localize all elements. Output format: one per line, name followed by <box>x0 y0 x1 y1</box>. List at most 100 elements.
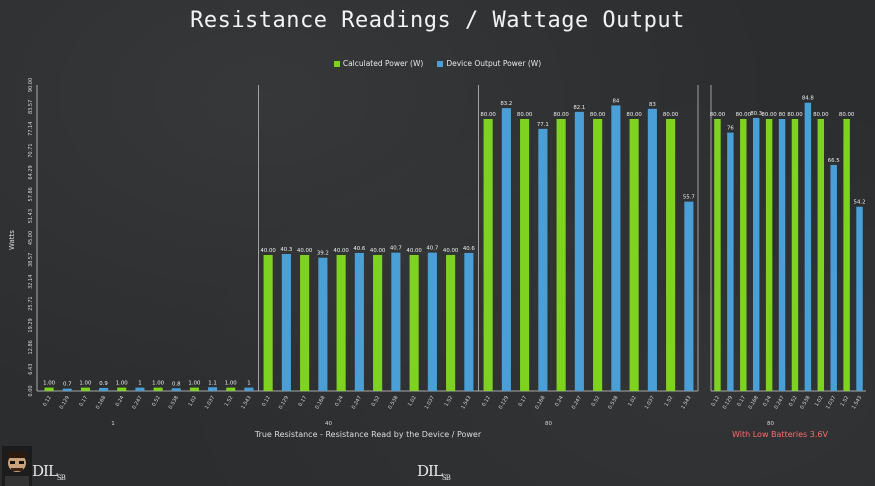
data-label: 40.00 <box>260 248 276 254</box>
x-tick-label: 0.168 <box>748 395 760 410</box>
x-tick-label: 0.247 <box>773 395 785 410</box>
bar-device <box>804 102 812 392</box>
data-label: 66.5 <box>828 158 840 164</box>
chart-title: Resistance Readings / Wattage Output <box>190 8 685 33</box>
y-axis-label: Watts <box>8 230 16 250</box>
brand-logo-center: DILSB <box>417 462 451 482</box>
bar-device <box>354 252 364 391</box>
logo-sub-center: SB <box>441 474 451 482</box>
data-label: 80.00 <box>517 112 533 118</box>
data-label: 1.1 <box>208 380 217 386</box>
y-tick-label: 25.71 <box>28 296 34 310</box>
legend-swatch-calculated <box>333 60 340 67</box>
y-tick-label: 64.29 <box>28 165 34 179</box>
bar-calculated <box>740 119 747 391</box>
x-tick-label: 0.12 <box>42 395 53 408</box>
x-tick-label: 0.17 <box>298 395 309 408</box>
x-tick-label: 1.543 <box>851 395 863 410</box>
legend-label-device: Device Output Power (W) <box>446 59 542 68</box>
y-tick-label: 57.86 <box>28 187 34 201</box>
x-tick-label: 0.129 <box>59 395 71 410</box>
x-tick-label: 0.129 <box>278 395 290 410</box>
bar-device <box>501 108 511 392</box>
bar-device <box>135 387 145 391</box>
bar-device <box>538 128 548 392</box>
x-tick-label: 0.129 <box>722 395 734 410</box>
data-label: 55.7 <box>683 195 695 201</box>
data-label: 80.00 <box>626 112 642 118</box>
bar-calculated <box>791 119 799 391</box>
bar-calculated <box>336 255 346 391</box>
bar-device <box>208 387 218 391</box>
data-label: 80.00 <box>553 112 569 118</box>
x-tick-label: 0.538 <box>607 395 619 410</box>
bar-device <box>727 132 734 391</box>
data-label: 80.00 <box>663 112 679 118</box>
x-tick-label: 0.12 <box>481 395 492 408</box>
x-tick-label: 0.168 <box>95 395 107 410</box>
data-label: 80.00 <box>480 112 496 118</box>
x-tick-label: 1.02 <box>187 395 198 408</box>
bar-device <box>62 388 72 391</box>
bar-device <box>574 111 584 392</box>
data-label: 40.00 <box>370 248 386 254</box>
bar-device <box>318 257 328 391</box>
y-tick-label: 19.29 <box>28 318 34 332</box>
bar-calculated <box>446 255 456 391</box>
data-label: 1.00 <box>152 381 165 387</box>
bar-calculated <box>556 119 566 391</box>
y-tick-label: 45.00 <box>28 231 34 245</box>
x-tick-label: 1.543 <box>680 395 692 410</box>
bar-calculated <box>817 119 825 391</box>
logo-text-left: DIL <box>32 462 58 480</box>
x-tick-label: 1.543 <box>240 395 252 410</box>
bar-device <box>647 108 657 392</box>
data-label: 0.8 <box>172 381 181 387</box>
bar-calculated <box>44 387 54 391</box>
x-tick-label: 1.543 <box>460 395 472 410</box>
avatar-icon <box>2 446 32 486</box>
data-label: 1.00 <box>43 381 56 387</box>
logo-sub-left: SB <box>56 474 66 482</box>
bar-calculated <box>80 387 90 391</box>
bar-calculated <box>483 119 493 391</box>
x-axis-label: True Resistance - Resistance Read by the… <box>254 430 482 439</box>
bar-device <box>244 387 254 391</box>
bar-calculated <box>629 119 639 391</box>
data-label: 83 <box>649 102 656 108</box>
bar-device <box>684 201 694 391</box>
x-tick-label: 0.168 <box>314 395 326 410</box>
x-tick-label: 0.538 <box>168 395 180 410</box>
x-tick-label: 1.52 <box>444 395 455 408</box>
data-label: 1.00 <box>116 381 129 387</box>
x-tick-label: 0.129 <box>498 395 510 410</box>
x-tick-label: 0.538 <box>387 395 399 410</box>
bar-device <box>611 105 621 392</box>
data-label: 80.00 <box>761 112 777 118</box>
bar-calculated <box>409 255 419 391</box>
bar-device <box>856 206 863 391</box>
data-label: 80.00 <box>839 112 855 118</box>
group-label: 40 <box>325 421 332 427</box>
y-tick-label: 38.57 <box>28 253 34 267</box>
y-tick-label: 90.00 <box>28 78 34 92</box>
x-tick-label: 0.247 <box>351 395 363 410</box>
y-tick-label: 83.57 <box>28 100 34 114</box>
x-tick-label: 1.037 <box>644 395 656 410</box>
data-label: 80.00 <box>736 112 752 118</box>
x-tick-label: 0.24 <box>554 395 565 408</box>
bar-device <box>391 252 401 391</box>
x-tick-label: 1.52 <box>840 395 851 408</box>
bar-calculated <box>666 119 676 391</box>
data-label: 1 <box>138 381 141 387</box>
data-label: 80.00 <box>590 112 606 118</box>
x-tick-label: 0.24 <box>762 395 773 408</box>
legend-label-calculated: Calculated Power (W) <box>342 59 424 68</box>
bar-calculated <box>520 119 530 391</box>
group-label: 1 <box>111 421 115 427</box>
bar-calculated <box>300 255 310 391</box>
logo-text-center: DIL <box>417 462 443 480</box>
x-tick-label: 0.247 <box>131 395 143 410</box>
bar-calculated <box>593 119 603 391</box>
x-tick-label: 0.24 <box>334 395 345 408</box>
